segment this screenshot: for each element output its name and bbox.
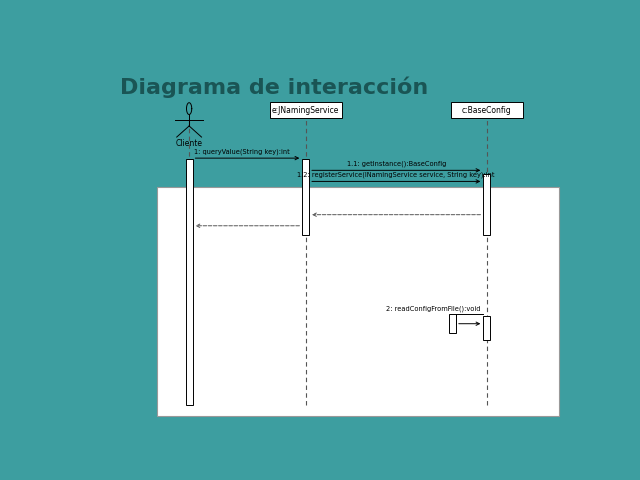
Text: e:JNamingService: e:JNamingService [272, 106, 339, 115]
Text: 1: queryValue(String key):int: 1: queryValue(String key):int [193, 149, 289, 155]
Bar [157, 187, 559, 416]
Text: c:BaseConfig: c:BaseConfig [462, 106, 511, 115]
Text: 1.1: getInstance():BaseConfig: 1.1: getInstance():BaseConfig [346, 161, 446, 168]
Bar [302, 159, 309, 235]
Text: Diagrama de interacción: Diagrama de interacción [120, 76, 428, 97]
Bar [186, 159, 193, 405]
Bar [483, 316, 490, 340]
Text: 2: readConfigFromFile():void: 2: readConfigFromFile():void [387, 305, 481, 312]
Bar [269, 102, 342, 118]
Bar [451, 102, 523, 118]
Text: Cliente: Cliente [175, 139, 203, 148]
Bar [449, 314, 456, 333]
Text: 1.2: registerService(INamingService service, String key):int: 1.2: registerService(INamingService serv… [298, 172, 495, 179]
Bar [483, 174, 490, 235]
